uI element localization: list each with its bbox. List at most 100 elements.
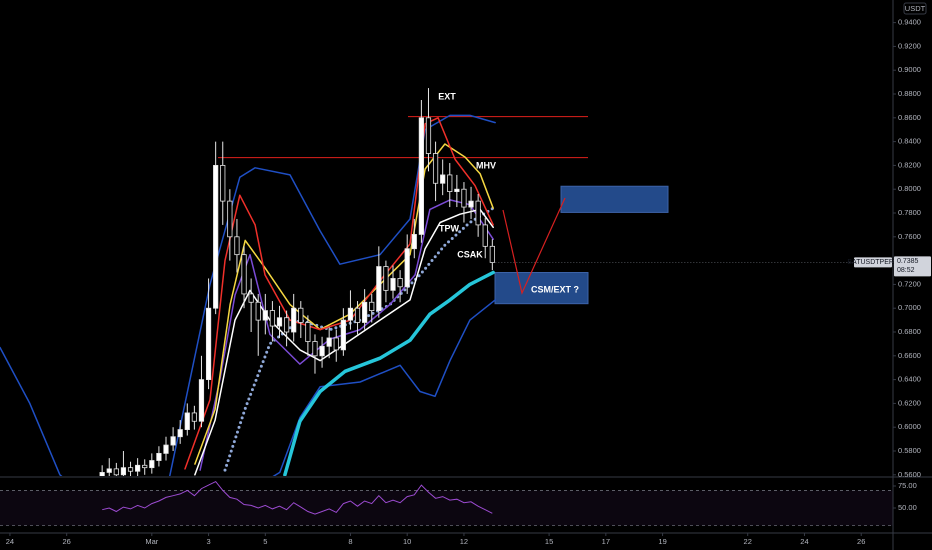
- candle-body: [333, 337, 339, 351]
- candle-body: [326, 337, 332, 347]
- candle-body: [390, 278, 396, 291]
- x-tick-label: 24: [6, 537, 14, 546]
- candle-body: [340, 319, 346, 351]
- candle-body: [298, 307, 304, 323]
- annotation: CSM/EXT ?: [531, 284, 579, 294]
- candle-body: [482, 224, 488, 247]
- candle-body: [135, 464, 141, 472]
- candle-body: [234, 236, 240, 256]
- candle-body: [269, 310, 276, 327]
- price-tag-box: [894, 256, 931, 277]
- candle-body: [227, 200, 233, 238]
- candle-body: [241, 254, 247, 295]
- x-tick-label: 22: [744, 537, 752, 546]
- y-tick-label: 0.6600: [898, 351, 921, 360]
- candle-body: [156, 452, 162, 461]
- annotation: CSAK: [457, 249, 483, 259]
- indicator-line: [283, 270, 495, 476]
- candle-body: [177, 429, 183, 438]
- candle-body: [276, 317, 283, 327]
- candle-body: [461, 188, 467, 208]
- x-tick-label: Mar: [145, 537, 158, 546]
- candle-body: [142, 464, 148, 469]
- x-tick-label: 26: [857, 537, 865, 546]
- candle-body: [425, 117, 432, 154]
- candle-body: [468, 200, 474, 208]
- candle-body: [376, 266, 382, 311]
- y-tick-label: 0.6200: [898, 398, 921, 407]
- y-tick-label: 0.6400: [898, 375, 921, 384]
- y-tick-label: 0.8200: [898, 160, 921, 169]
- currency-box: [903, 2, 927, 15]
- y-tick-label: 0.8600: [898, 113, 921, 122]
- x-tick-label: 10: [403, 537, 411, 546]
- candle-body: [312, 341, 318, 357]
- y-tick-label: 0.7200: [898, 279, 921, 288]
- candle-body: [432, 153, 439, 184]
- zone-box: [494, 272, 589, 305]
- candle-body: [369, 301, 375, 311]
- candle-body: [347, 307, 354, 321]
- candle-body: [397, 278, 403, 288]
- candle-body: [305, 322, 311, 342]
- candle-body: [127, 467, 134, 472]
- candle-body: [99, 472, 105, 476]
- candle-body: [149, 460, 155, 469]
- x-tick-label: 3: [206, 537, 210, 546]
- symbol-tag: BATUSDTPERP: [847, 259, 899, 266]
- candle-body: [120, 467, 127, 476]
- currency: USDT: [905, 4, 926, 13]
- y-tick-label: 0.8400: [898, 137, 921, 146]
- x-tick-label: 8: [348, 537, 352, 546]
- candle-body: [383, 266, 389, 291]
- candle-body: [440, 174, 446, 184]
- x-tick-label: 19: [658, 537, 666, 546]
- x-tick-label: 5: [263, 537, 267, 546]
- candle-body: [106, 468, 112, 473]
- candle-body: [163, 444, 169, 454]
- annotation: EXT: [438, 91, 456, 101]
- rsi-tick-label: 50.00: [898, 503, 917, 512]
- x-tick-label: 15: [545, 537, 553, 546]
- rsi-tick-label: 75.00: [898, 481, 917, 490]
- candle-body: [354, 307, 361, 323]
- indicator-line: [272, 299, 496, 476]
- y-tick-label: 0.9200: [898, 41, 921, 50]
- y-tick-label: 0.7600: [898, 232, 921, 241]
- candle-body: [319, 345, 325, 357]
- candle-body: [411, 234, 417, 250]
- projection-arrow: [502, 197, 566, 295]
- annotation: TPW: [439, 223, 460, 233]
- candle-body: [220, 165, 226, 202]
- y-tick-label: 0.6800: [898, 327, 921, 336]
- candle-body: [248, 293, 254, 303]
- x-tick-label: 17: [602, 537, 610, 546]
- y-tick-label: 0.7800: [898, 208, 921, 217]
- candle-body: [213, 165, 219, 309]
- candle-body: [489, 245, 495, 263]
- candle-body: [184, 412, 190, 430]
- candle-body: [205, 307, 212, 381]
- rsi-band: [0, 490, 893, 526]
- countdown: 08:52: [897, 267, 915, 274]
- y-tick-label: 0.6000: [898, 422, 921, 431]
- x-tick-label: 26: [63, 537, 71, 546]
- candle-body: [404, 248, 410, 288]
- candle-body: [170, 436, 176, 446]
- zone-box: [560, 185, 669, 213]
- candle-body: [475, 200, 481, 226]
- symbol-tag-box: [854, 257, 892, 268]
- y-tick-label: 0.8000: [898, 184, 921, 193]
- x-tick-label: 24: [800, 537, 808, 546]
- y-tick-label: 0.8800: [898, 89, 921, 98]
- candle-body: [113, 468, 119, 476]
- candle-body: [362, 301, 368, 323]
- x-tick-label: 12: [460, 537, 468, 546]
- candle-body: [262, 310, 268, 321]
- candle-body: [191, 412, 197, 422]
